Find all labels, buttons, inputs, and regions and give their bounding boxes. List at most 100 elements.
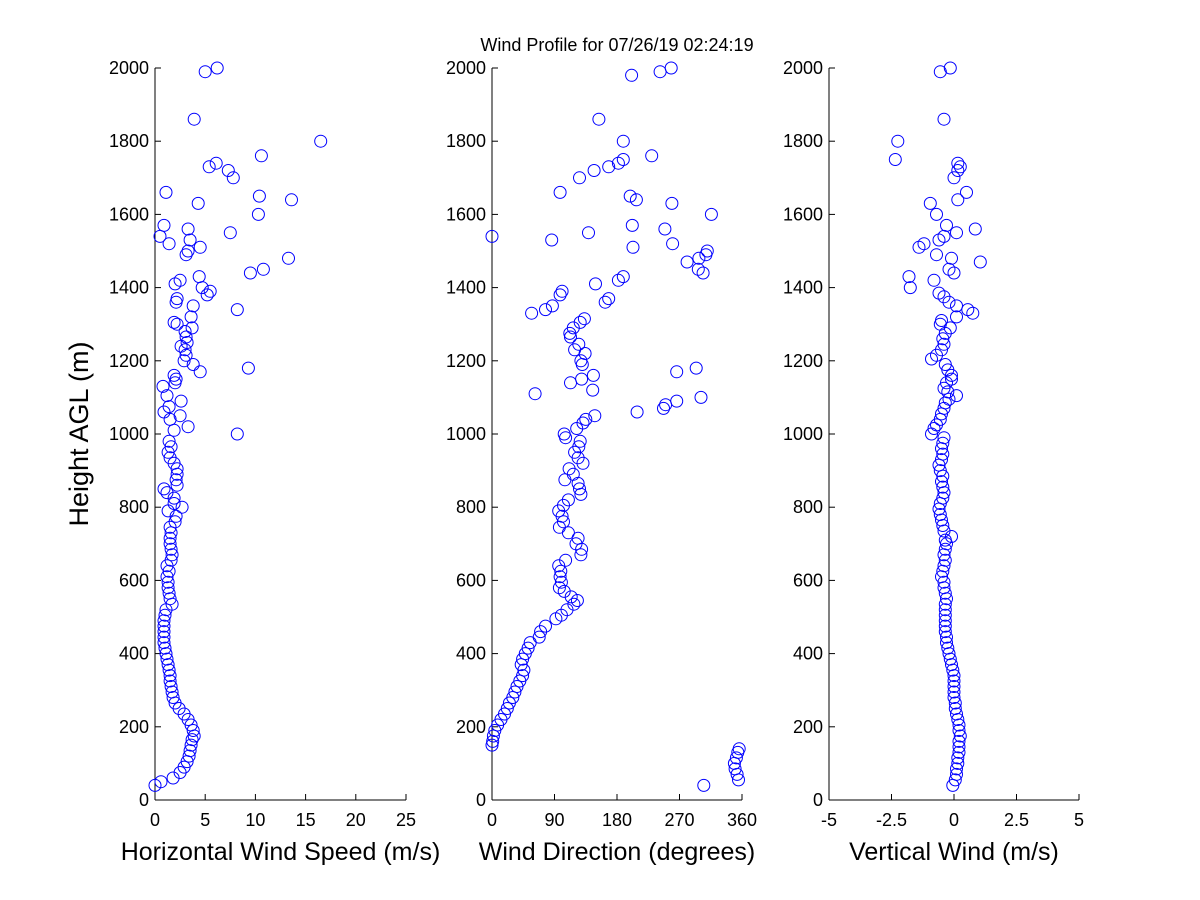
- direction-data-point: [616, 134, 630, 148]
- speed-data-point: [164, 680, 178, 693]
- speed-data-point: [164, 553, 178, 567]
- direction-data-point: [577, 312, 591, 326]
- vertical-data-point: [933, 508, 947, 521]
- figure-title: Wind Profile for 07/26/19 02:24:19: [480, 35, 753, 55]
- speed-y-tick-label: 1600: [109, 204, 149, 224]
- speed-y-tick-label: 400: [119, 644, 149, 664]
- direction-data-point: [689, 361, 703, 375]
- vertical-data-point: [937, 290, 951, 304]
- speed-data-point: [162, 400, 176, 414]
- direction-data-point: [700, 244, 714, 258]
- vertical-data-point: [937, 431, 951, 445]
- speed-data-point: [162, 586, 176, 600]
- speed-data-point: [158, 608, 172, 622]
- direction-data-point: [694, 390, 708, 404]
- speed-data-point: [169, 372, 183, 386]
- speed-data-point: [175, 500, 189, 514]
- direction-data-point: [629, 193, 643, 207]
- vertical-x-tick-label: -2.5: [876, 810, 907, 830]
- speed-data-point: [230, 303, 244, 317]
- vertical-x-tick-label: 0: [949, 810, 959, 830]
- vertical-data-point: [937, 559, 951, 573]
- speed-panel: 0 200 400 600 800 1000 1200 1400 1600 1800 2000 0 5 1…: [64, 58, 440, 866]
- direction-data-point: [691, 262, 705, 276]
- speed-x-axis-label: Horizontal Wind Speed (m/s): [121, 838, 441, 866]
- speed-data-point: [193, 240, 207, 254]
- speed-data-point: [180, 336, 194, 349]
- direction-data-point: [664, 61, 678, 75]
- vertical-data-point: [938, 553, 952, 567]
- speed-data-point: [157, 218, 171, 232]
- speed-data-point: [167, 368, 181, 382]
- direction-data-point: [539, 303, 552, 317]
- vertical-data-point: [950, 226, 963, 240]
- vertical-data-point: [935, 570, 948, 584]
- speed-y-tick-label: 1000: [109, 424, 149, 444]
- vertical-data-point: [888, 153, 902, 166]
- speed-data-point: [192, 270, 206, 284]
- speed-data-point: [177, 354, 191, 368]
- direction-data-point: [579, 412, 593, 426]
- direction-data-point: [602, 160, 616, 174]
- direction-data-point: [574, 354, 588, 368]
- vertical-data-point: [945, 251, 958, 265]
- direction-data-point: [573, 315, 587, 329]
- speed-data-point: [168, 515, 182, 529]
- speed-data-point: [157, 405, 171, 419]
- vertical-data-point: [935, 442, 948, 456]
- direction-data-point: [728, 762, 742, 776]
- speed-data-point: [160, 652, 174, 666]
- direction-data-point: [586, 368, 600, 382]
- direction-data-point: [559, 553, 573, 567]
- vertical-panel: 0 200 400 600 800 1000 1200 1400 1600 1800 2000 -5 -…: [783, 58, 1084, 866]
- vertical-data-point: [953, 729, 967, 743]
- direction-x-tick-label: 90: [544, 810, 564, 830]
- vertical-data-point: [917, 237, 931, 251]
- direction-data-point: [586, 383, 600, 397]
- vertical-data-point: [950, 707, 963, 721]
- speed-data-point: [193, 365, 207, 379]
- vertical-data-point: [927, 273, 941, 287]
- vertical-data-point: [932, 286, 946, 300]
- speed-data-point: [161, 575, 175, 589]
- direction-y-tick-label: 1800: [446, 131, 486, 151]
- direction-data-point: [572, 337, 586, 351]
- direction-y-tick-label: 1600: [446, 204, 486, 224]
- vertical-data-point: [951, 164, 965, 177]
- vertical-data-point: [943, 321, 957, 335]
- speed-data-point: [282, 251, 295, 265]
- direction-data-point: [592, 112, 606, 126]
- direction-data-point: [573, 171, 586, 185]
- speed-data-point: [179, 248, 193, 262]
- direction-data-point: [598, 295, 612, 309]
- vertical-data-point: [938, 597, 952, 611]
- speed-data-point: [184, 738, 198, 752]
- vertical-data-point: [952, 734, 966, 748]
- direction-data-point: [630, 405, 644, 419]
- speed-data-point: [156, 379, 170, 393]
- direction-data-point: [602, 292, 616, 306]
- speed-data-point: [184, 310, 198, 324]
- vertical-data-point: [942, 295, 956, 309]
- speed-data-point: [160, 570, 174, 584]
- vertical-data-point: [930, 207, 943, 221]
- direction-data-point: [732, 742, 746, 756]
- speed-data-point: [159, 185, 173, 199]
- direction-y-tick-label: 0: [476, 790, 486, 810]
- speed-x-tick-label: 5: [200, 810, 210, 830]
- speed-data-point: [169, 473, 183, 487]
- direction-data-point: [573, 482, 586, 496]
- speed-y-tick-label: 0: [139, 790, 149, 810]
- speed-data-point: [157, 636, 171, 650]
- direction-data-point: [582, 226, 595, 240]
- direction-data-point: [587, 164, 601, 177]
- direction-data-point: [729, 751, 743, 765]
- speed-x-tick-label: 25: [396, 810, 416, 830]
- direction-y-tick-label: 1200: [446, 351, 486, 371]
- direction-data-point: [670, 394, 684, 408]
- speed-data-point: [241, 361, 255, 375]
- vertical-data-point: [947, 691, 961, 704]
- direction-data-point: [554, 564, 568, 578]
